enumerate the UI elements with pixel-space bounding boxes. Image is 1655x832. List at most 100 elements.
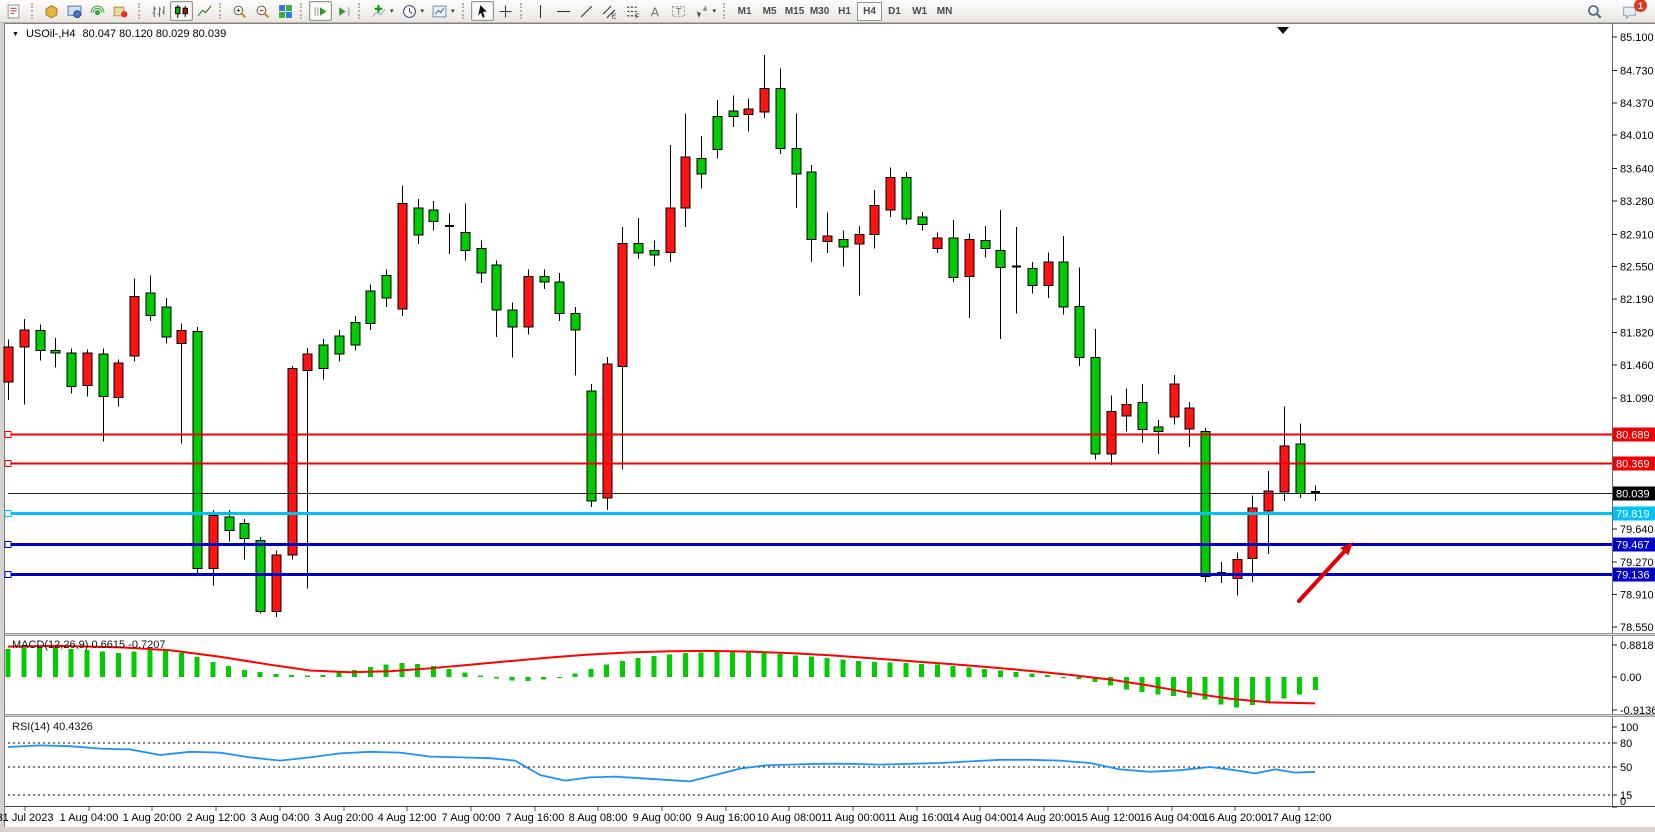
candle — [428, 209, 439, 223]
candle — [1184, 407, 1195, 430]
charts-button[interactable] — [40, 1, 63, 21]
price-tick-label: 79.270 — [1620, 557, 1654, 569]
bar-chart-button[interactable] — [147, 1, 170, 21]
candle — [822, 235, 833, 242]
chart-shift-marker-icon[interactable] — [1277, 27, 1289, 34]
candle — [602, 363, 613, 499]
price-tick-label: 81.460 — [1620, 360, 1654, 372]
timeframe-button-m30[interactable]: M30 — [809, 5, 830, 17]
horizontal-line-button[interactable] — [552, 1, 575, 21]
new-order-button[interactable] — [2, 1, 28, 21]
price-tick-label: 83.280 — [1620, 196, 1654, 208]
line-handle[interactable] — [4, 510, 12, 517]
macd-axis-label: 0.00 — [1620, 672, 1641, 684]
price-chart[interactable]: 85.100 84.730 84.370 84.010 83.640 83.280 82.9… — [0, 23, 1655, 832]
dropdown-caret-icon[interactable]: ▾ — [390, 8, 394, 15]
price-tick-label: 79.640 — [1620, 524, 1654, 536]
line-handle[interactable] — [4, 571, 12, 578]
price-tick-label: 81.820 — [1620, 327, 1654, 339]
vertical-line-button[interactable] — [529, 1, 552, 21]
symbol-title: USOil-,H4 — [25, 28, 76, 40]
templates-button[interactable]: ▾ — [428, 1, 459, 21]
equidistant-channel-button[interactable]: E — [598, 1, 621, 21]
rsi-splitter[interactable] — [5, 714, 1655, 717]
signals-button[interactable] — [86, 1, 109, 21]
search-button[interactable] — [1583, 1, 1606, 21]
periods-icon — [402, 4, 416, 18]
candle — [649, 249, 660, 256]
timeframe-button-mn[interactable]: MN — [936, 5, 953, 17]
candle — [728, 110, 739, 117]
candle — [759, 87, 770, 113]
price-label-box — [1613, 427, 1655, 442]
arrow-annotation[interactable] — [1297, 542, 1353, 603]
candle — [145, 292, 156, 316]
candle — [161, 306, 172, 338]
text-label-button[interactable]: T — [667, 1, 690, 21]
notifications-button[interactable]: 1 — [1618, 0, 1647, 21]
cursor-icon — [477, 4, 487, 18]
time-tick-label: 7 Aug 16:00 — [506, 812, 565, 824]
chart-shift-button[interactable] — [332, 1, 355, 21]
dropdown-caret-icon[interactable]: ▾ — [420, 8, 425, 15]
toolbar-grip — [723, 3, 728, 19]
timeframe-button-m15[interactable]: M15 — [784, 5, 805, 17]
candle — [1043, 261, 1054, 287]
terminal-icon — [67, 5, 82, 18]
price-tick-label: 84.010 — [1620, 130, 1654, 142]
zoom-out-button[interactable] — [251, 1, 274, 21]
candle — [365, 290, 376, 324]
trend-line-button[interactable] — [575, 1, 598, 21]
indicators-button[interactable]: ▾ — [367, 1, 398, 21]
search-icon — [1588, 4, 1602, 18]
price-label-box — [1613, 486, 1655, 501]
candle — [712, 115, 723, 151]
zoom-in-button[interactable] — [228, 1, 251, 21]
candle — [901, 177, 912, 220]
price-label-value: 79.467 — [1616, 540, 1650, 552]
cursor-button[interactable] — [470, 1, 494, 21]
dropdown-caret-icon[interactable]: ▾ — [712, 8, 717, 15]
candle — [665, 207, 676, 253]
tile-windows-button[interactable] — [274, 1, 297, 21]
ohlc-values: 80.047 80.120 80.029 80.039 — [82, 28, 227, 40]
timeframe-button-h4[interactable]: H4 — [857, 1, 883, 21]
fibonacci-button[interactable]: F — [621, 1, 644, 21]
auto-scroll-button[interactable] — [309, 1, 332, 21]
auto-trading-button[interactable] — [109, 1, 135, 21]
chart-info-line: ▼ USOil-,H4 80.047 80.120 80.029 80.039 — [12, 28, 226, 40]
candle — [82, 352, 93, 387]
line-handle[interactable] — [4, 541, 12, 548]
time-tick-label: 14 Aug 20:00 — [1012, 812, 1077, 824]
text-button[interactable]: A — [644, 1, 667, 21]
timeframe-button-w1[interactable]: W1 — [912, 5, 928, 17]
price-label-value: 80.369 — [1616, 459, 1650, 471]
text-icon: A — [650, 4, 659, 19]
chart-window[interactable]: 85.100 84.730 84.370 84.010 83.640 83.280 82.9… — [0, 23, 1655, 832]
macd-splitter[interactable] — [5, 633, 1655, 636]
arrows-button[interactable]: ▾ — [690, 1, 721, 21]
candle — [113, 362, 124, 398]
symbol-dropdown-icon[interactable]: ▼ — [12, 30, 19, 38]
line-handle[interactable] — [4, 460, 12, 467]
dropdown-caret-icon[interactable]: ▾ — [451, 8, 455, 15]
candle — [917, 216, 928, 225]
periods-button[interactable]: ▾ — [398, 1, 429, 21]
time-tick-label: 3 Aug 04:00 — [251, 812, 310, 824]
time-tick-label: 1 Aug 20:00 — [123, 812, 182, 824]
line-chart-button[interactable] — [193, 1, 216, 21]
crosshair-button[interactable] — [494, 1, 517, 21]
terminal-button[interactable] — [63, 1, 86, 21]
candle — [980, 240, 991, 250]
timeframe-button-m5[interactable]: M5 — [762, 5, 777, 17]
rsi-line — [7, 744, 1316, 783]
rsi-axis-label: 15 — [1620, 790, 1632, 802]
svg-text:A: A — [650, 4, 659, 19]
timeframe-button-h1[interactable]: H1 — [838, 5, 851, 17]
price-label-box — [1613, 537, 1655, 552]
line-handle[interactable] — [4, 431, 12, 438]
candlestick-chart-button[interactable] — [170, 1, 193, 21]
bar-chart-icon — [152, 5, 165, 17]
timeframe-button-d1[interactable]: D1 — [888, 5, 901, 17]
timeframe-button-m1[interactable]: M1 — [737, 5, 752, 17]
